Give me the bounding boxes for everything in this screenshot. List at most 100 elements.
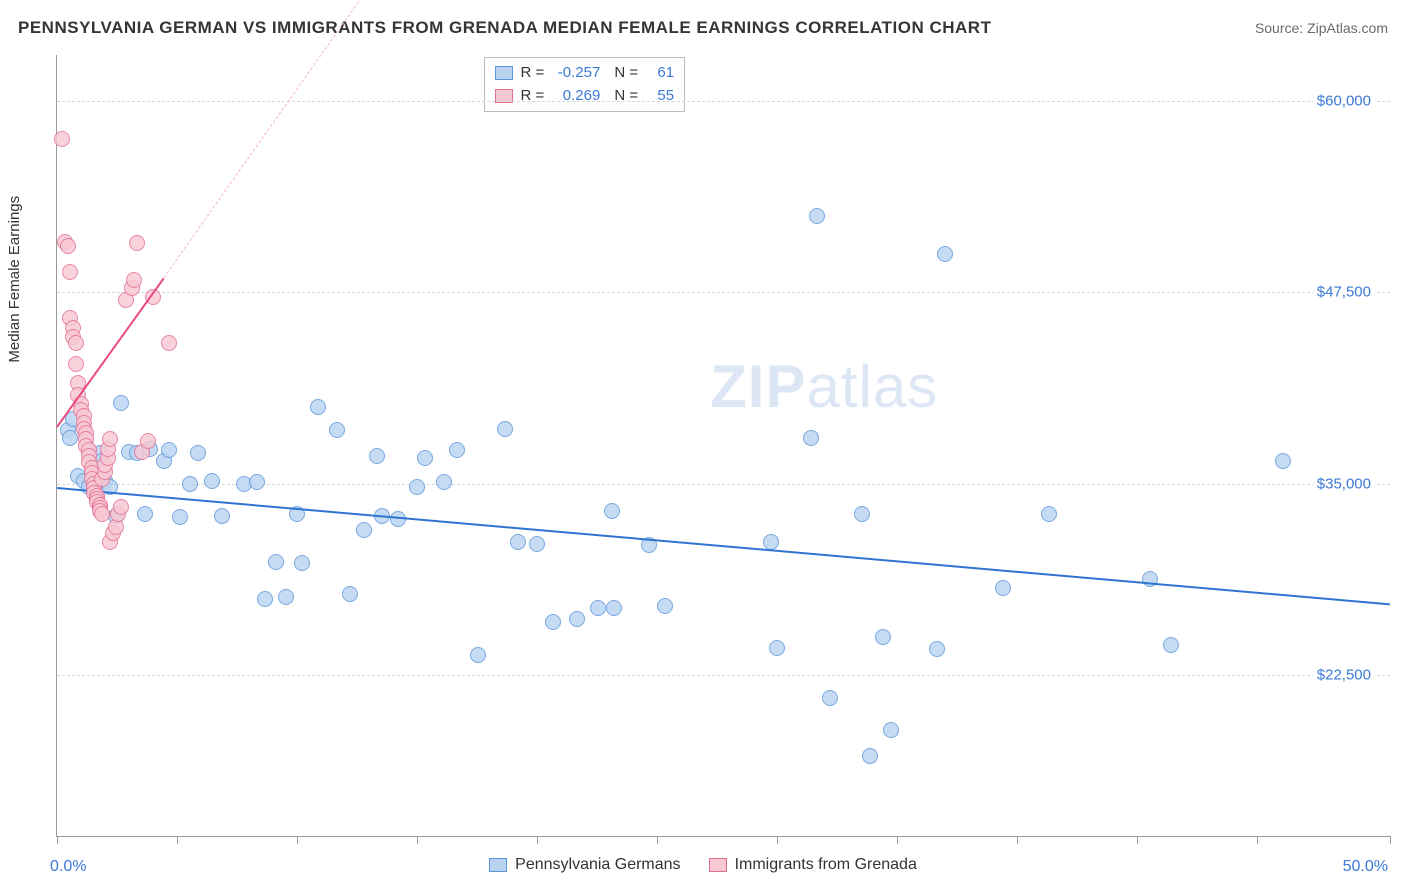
source-label: Source: ZipAtlas.com — [1255, 20, 1388, 36]
legend-swatch — [709, 858, 727, 872]
stat-r-value: 0.269 — [552, 85, 600, 108]
scatter-point — [470, 647, 486, 663]
trend-line-dashed — [163, 0, 364, 278]
scatter-point — [356, 522, 372, 538]
y-tick-label: $35,000 — [1313, 475, 1375, 492]
scatter-point — [929, 641, 945, 657]
plot-region: ZIPatlas R = -0.257 N = 61R = 0.269 N = 55 $22… — [56, 55, 1390, 837]
bottom-legend: Pennsylvania Germans Immigrants from Gren… — [0, 856, 1406, 874]
scatter-point — [182, 476, 198, 492]
scatter-point — [497, 421, 513, 437]
scatter-point — [1275, 453, 1291, 469]
scatter-point — [126, 272, 142, 288]
header: PENNSYLVANIA GERMAN VS IMMIGRANTS FROM G… — [18, 18, 1388, 38]
scatter-point — [1163, 637, 1179, 653]
scatter-point — [113, 499, 129, 515]
stat-r-value: -0.257 — [552, 62, 600, 85]
scatter-point — [204, 473, 220, 489]
scatter-point — [436, 474, 452, 490]
gridline-h — [57, 101, 1390, 102]
legend-swatch — [495, 66, 513, 80]
scatter-point — [140, 433, 156, 449]
scatter-point — [803, 430, 819, 446]
scatter-point — [604, 503, 620, 519]
stat-label: R = — [521, 62, 545, 85]
x-tick — [537, 836, 538, 844]
scatter-point — [606, 600, 622, 616]
scatter-point — [278, 589, 294, 605]
stat-label: N = — [614, 62, 638, 85]
x-tick — [417, 836, 418, 844]
scatter-point — [342, 586, 358, 602]
scatter-point — [329, 422, 345, 438]
scatter-point — [510, 534, 526, 550]
scatter-point — [862, 748, 878, 764]
scatter-point — [310, 399, 326, 415]
y-tick-label: $22,500 — [1313, 667, 1375, 684]
scatter-point — [161, 335, 177, 351]
scatter-point — [995, 580, 1011, 596]
scatter-point — [529, 536, 545, 552]
scatter-point — [883, 722, 899, 738]
scatter-point — [214, 508, 230, 524]
scatter-point — [268, 554, 284, 570]
scatter-point — [113, 395, 129, 411]
scatter-point — [68, 356, 84, 372]
scatter-point — [369, 448, 385, 464]
legend-item: Pennsylvania Germans — [489, 856, 680, 874]
scatter-point — [449, 442, 465, 458]
scatter-point — [763, 534, 779, 550]
stats-legend-box: R = -0.257 N = 61R = 0.269 N = 55 — [484, 57, 686, 112]
scatter-point — [657, 598, 673, 614]
scatter-point — [94, 506, 110, 522]
scatter-point — [137, 506, 153, 522]
scatter-point — [172, 509, 188, 525]
y-tick-label: $60,000 — [1313, 92, 1375, 109]
legend-item: Immigrants from Grenada — [709, 856, 917, 874]
chart-title: PENNSYLVANIA GERMAN VS IMMIGRANTS FROM G… — [18, 18, 991, 38]
scatter-point — [68, 335, 84, 351]
scatter-point — [875, 629, 891, 645]
x-tick — [297, 836, 298, 844]
scatter-point — [1041, 506, 1057, 522]
scatter-point — [62, 264, 78, 280]
stats-row: R = -0.257 N = 61 — [495, 62, 675, 85]
scatter-point — [409, 479, 425, 495]
scatter-point — [190, 445, 206, 461]
scatter-point — [769, 640, 785, 656]
x-tick — [657, 836, 658, 844]
stat-n-value: 61 — [646, 62, 674, 85]
stat-label: N = — [614, 85, 638, 108]
x-tick — [57, 836, 58, 844]
chart-area: Median Female Earnings ZIPatlas R =-0.25… — [16, 55, 1390, 837]
scatter-point — [417, 450, 433, 466]
trend-line — [56, 278, 164, 428]
watermark-thin: atlas — [807, 353, 939, 420]
x-tick — [1257, 836, 1258, 844]
gridline-h — [57, 292, 1390, 293]
scatter-point — [60, 238, 76, 254]
watermark-bold: ZIP — [710, 353, 806, 420]
legend-label: Immigrants from Grenada — [735, 856, 917, 874]
scatter-point — [257, 591, 273, 607]
legend-swatch — [489, 858, 507, 872]
scatter-point — [161, 442, 177, 458]
x-tick — [1137, 836, 1138, 844]
y-tick-label: $47,500 — [1313, 284, 1375, 301]
trend-line — [57, 487, 1390, 605]
scatter-point — [102, 431, 118, 447]
scatter-point — [545, 614, 561, 630]
scatter-point — [809, 208, 825, 224]
x-tick — [1390, 836, 1391, 844]
x-tick — [777, 836, 778, 844]
scatter-point — [294, 555, 310, 571]
legend-label: Pennsylvania Germans — [515, 856, 680, 874]
scatter-point — [854, 506, 870, 522]
y-axis-label: Median Female Earnings — [6, 196, 23, 363]
scatter-point — [569, 611, 585, 627]
x-tick — [1017, 836, 1018, 844]
stat-n-value: 55 — [646, 85, 674, 108]
gridline-h — [57, 675, 1390, 676]
scatter-point — [249, 474, 265, 490]
x-tick — [897, 836, 898, 844]
